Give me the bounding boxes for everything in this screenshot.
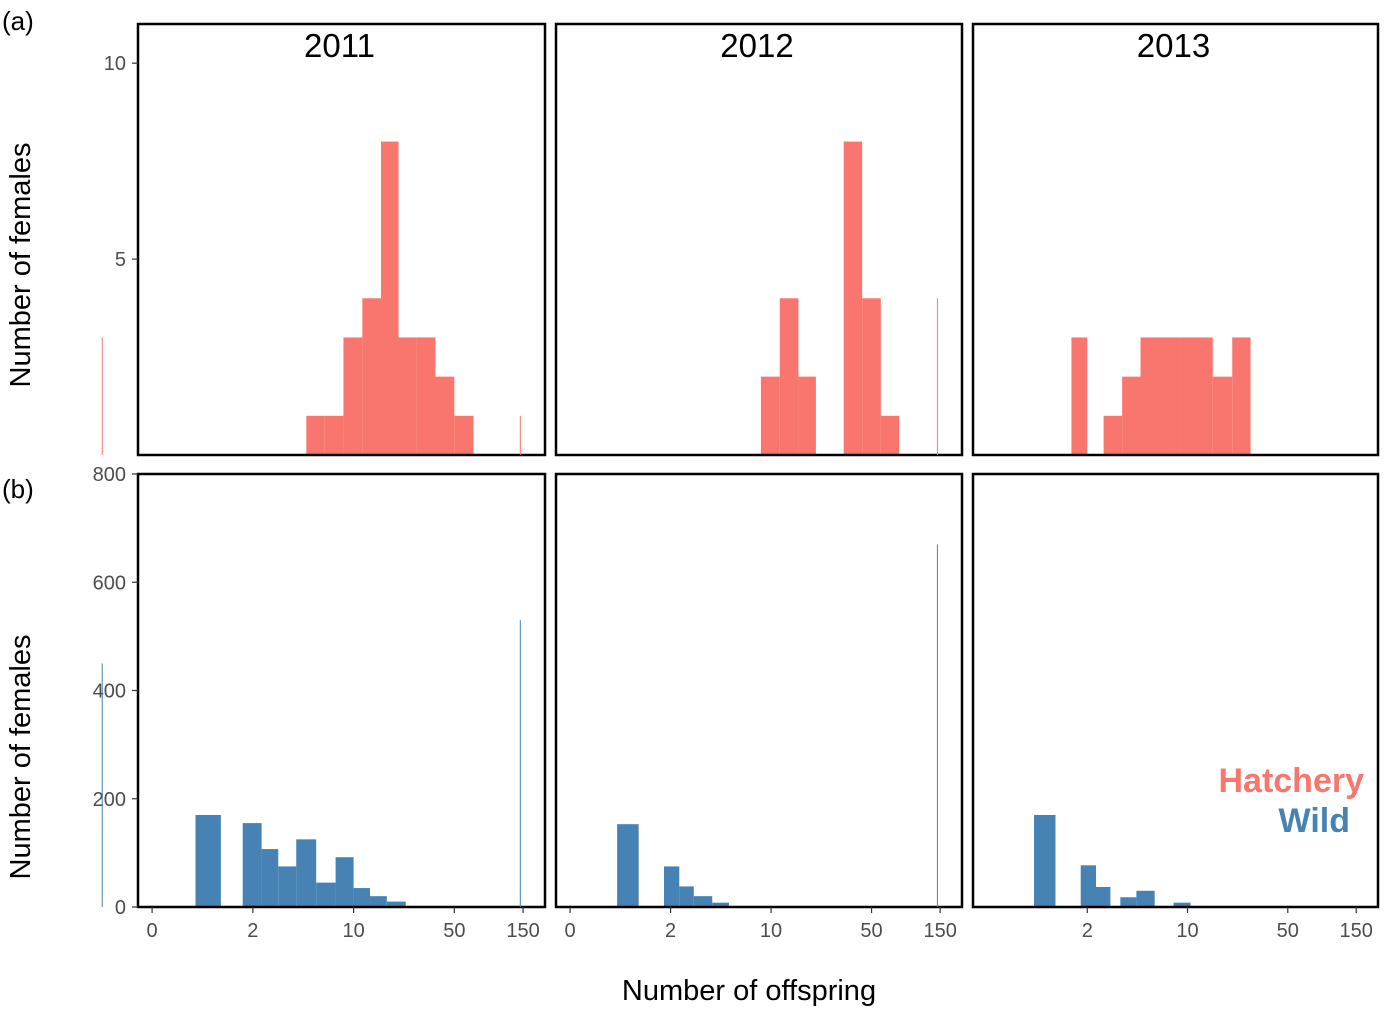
x-tick-label: 150 [1340, 920, 1373, 942]
histogram-bar [1140, 337, 1181, 455]
x-tick-label: 2 [247, 920, 258, 942]
histogram-bar [1212, 376, 1233, 455]
histogram-bar [324, 415, 344, 455]
x-axis-title: Number of offspring [622, 975, 876, 1007]
histogram-bar [519, 415, 521, 455]
panel-label-a: (a) [2, 6, 34, 36]
histogram-bar [1080, 865, 1096, 907]
panel-label-b: (b) [2, 474, 34, 504]
panel-frame [136, 22, 547, 457]
histogram-bar [195, 814, 221, 907]
histogram-bar [1232, 337, 1251, 455]
histogram-bar [101, 337, 103, 455]
panel-frame [554, 472, 964, 909]
x-tick-label: 0 [565, 920, 576, 942]
histogram-bar [1095, 886, 1111, 907]
x-tick-label: 50 [1277, 920, 1299, 942]
histogram-bar [1122, 376, 1141, 455]
y-tick-label: 0 [115, 897, 126, 919]
chart-panel: 0 2 10 50 150 [519, 472, 964, 942]
y-tick-label: 5 [115, 249, 126, 271]
histogram-bar [261, 849, 279, 907]
histogram-bar [386, 901, 406, 907]
panel-frame [971, 22, 1380, 457]
y-axis-title-bottom: Number of females [5, 635, 37, 880]
histogram-bar [1180, 337, 1213, 455]
histogram-bar [362, 298, 382, 455]
histogram-bar [798, 376, 816, 455]
histogram-bar [242, 823, 262, 907]
histogram-bar [779, 298, 799, 455]
chart-panel: 0 200 400 600 800 0 2 10 50 150 [93, 464, 547, 942]
legend-hatchery: Hatchery [1218, 762, 1364, 800]
histogram-bar [862, 298, 881, 455]
x-tick-label: 2 [665, 920, 676, 942]
histogram-bar [101, 663, 103, 907]
x-tick-label: 50 [443, 920, 465, 942]
y-tick-label: 200 [93, 789, 126, 811]
histogram-bar [693, 896, 713, 907]
chart-panels: 2011 5 10 2012 2013 0 200 400 600 800 0 2 10 50 150 0 2 1… [93, 22, 1380, 942]
x-tick-label: 10 [1176, 920, 1198, 942]
histogram-bar [306, 415, 325, 455]
x-tick-label: 2 [1082, 920, 1093, 942]
histogram-bar [316, 882, 336, 907]
panel-title: 2011 [304, 27, 375, 64]
histogram-bar [1120, 897, 1137, 907]
histogram-bar [1136, 890, 1155, 907]
histogram-bar [343, 337, 363, 455]
x-tick-label: 150 [506, 920, 539, 942]
histogram-bar [1173, 902, 1191, 907]
histogram-bar [712, 902, 730, 907]
y-axis-title-top: Number of females [5, 143, 37, 388]
y-tick-label: 400 [93, 681, 126, 703]
histogram-bar [296, 839, 317, 907]
histogram-bar [353, 888, 371, 907]
histogram-bar [335, 857, 354, 907]
histogram-bar [381, 141, 399, 455]
x-tick-label: 0 [147, 920, 158, 942]
panel-frame [554, 22, 964, 457]
histogram-bar [416, 337, 436, 455]
histogram-bar [1033, 814, 1056, 907]
histogram-bar [679, 886, 694, 907]
histogram-bar [936, 298, 938, 455]
chart-panel: 2012 [519, 22, 964, 457]
y-tick-label: 600 [93, 572, 126, 594]
histogram-bar [760, 376, 780, 455]
y-tick-label: 800 [93, 464, 126, 486]
histogram-bar [663, 866, 680, 907]
x-tick-label: 50 [860, 920, 882, 942]
x-tick-label: 10 [342, 920, 364, 942]
histogram-bar [1103, 415, 1123, 455]
histogram-bar [278, 866, 297, 907]
x-tick-label: 150 [923, 920, 956, 942]
panel-title: 2012 [720, 27, 793, 64]
chart-panel: 2 10 50 150 [936, 472, 1380, 942]
histogram-bar [1071, 337, 1088, 455]
histogram-bar [454, 415, 474, 455]
histogram-bar [435, 376, 455, 455]
histogram-bar [519, 620, 521, 907]
chart-panel: 2013 [936, 22, 1380, 457]
legend-wild: Wild [1279, 802, 1350, 840]
panel-title: 2013 [1137, 27, 1210, 64]
histogram-bar [843, 141, 863, 455]
legend: Hatchery Wild [1218, 762, 1364, 840]
histogram-bar [936, 544, 938, 907]
chart-panel: 2011 5 10 [101, 22, 547, 457]
histogram-bar [370, 896, 387, 907]
histogram-bar [617, 824, 639, 907]
panel-frame [971, 472, 1380, 909]
histogram-bar [398, 337, 417, 455]
histogram-bar [880, 415, 900, 455]
y-tick-label: 10 [104, 53, 126, 75]
x-tick-label: 10 [760, 920, 782, 942]
